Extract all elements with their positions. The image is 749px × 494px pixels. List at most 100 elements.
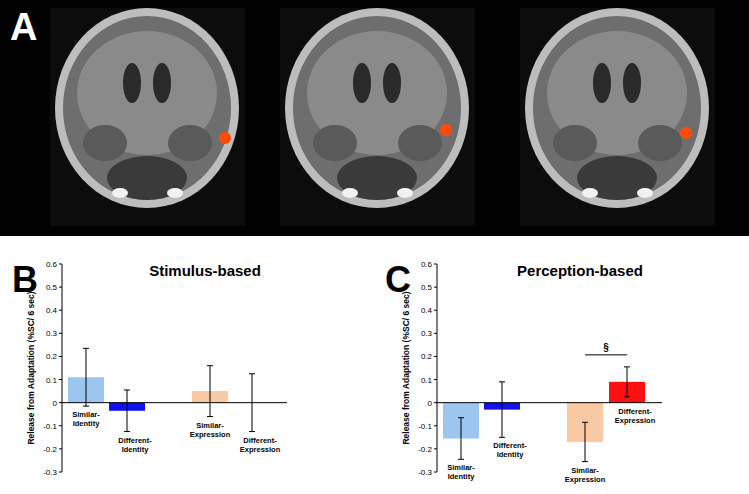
significance-bracket (585, 354, 627, 355)
category-label-line: Expression (190, 430, 231, 439)
y-tick (434, 402, 437, 403)
category-label: Different-Expression (240, 436, 281, 454)
zero-line (62, 402, 287, 403)
y-tick (434, 310, 437, 311)
category-label-line: Similar- (571, 466, 599, 475)
y-tick (59, 310, 62, 311)
y-tick (434, 287, 437, 288)
vessel (112, 188, 128, 198)
y-tick (434, 472, 437, 473)
temporal-lobe (313, 125, 357, 161)
figure: A BStimulus-basedRelease from Adaptation … (0, 0, 749, 494)
y-tick-label: 0.2 (421, 352, 433, 361)
y-tick-label: 0.5 (46, 283, 58, 292)
error-cap (83, 406, 89, 407)
error-line (502, 382, 503, 437)
category-label-line: Similar- (447, 463, 475, 472)
annotation: § (603, 342, 609, 353)
y-tick-label: -0.2 (43, 445, 57, 454)
chart: CPerception-basedRelease from Adaptation… (385, 259, 662, 484)
skull (285, 8, 469, 208)
vessel (582, 188, 598, 198)
y-axis (62, 264, 63, 472)
error-bar (624, 367, 630, 397)
temporal-lobe (168, 125, 212, 161)
mri-slice (280, 8, 475, 226)
category-label: Similar-Expression (190, 421, 231, 439)
zero-line (437, 402, 662, 403)
temporal-lobe (398, 125, 442, 161)
panel-a-background (0, 0, 749, 236)
y-axis (437, 264, 438, 472)
y-tick-label: 0.6 (46, 260, 58, 269)
mri-slice (50, 8, 245, 226)
temporal-lobe (638, 125, 682, 161)
error-bar (499, 382, 505, 437)
category-label-line: Expression (565, 475, 606, 484)
error-bar (458, 418, 464, 460)
category-label: Similar-Identity (447, 463, 475, 481)
ventricle (353, 63, 371, 103)
ventricle (623, 63, 641, 103)
category-label-line: Different- (118, 436, 152, 445)
y-tick-label: 0.5 (421, 283, 433, 292)
marks (443, 367, 645, 462)
y-tick-label: 0.1 (421, 376, 433, 385)
error-cap (624, 396, 630, 397)
category-label-line: Similar- (196, 421, 224, 430)
y-tick (434, 356, 437, 357)
marks (68, 348, 255, 431)
error-cap (582, 461, 588, 462)
y-tick (59, 333, 62, 334)
category-label: Similar-Expression (565, 466, 606, 484)
brainstem-region (337, 156, 417, 200)
y-tick-label: 0.3 (46, 329, 58, 338)
category-label: Different-Expression (615, 407, 656, 425)
error-cap (207, 365, 213, 366)
temporal-lobe (83, 125, 127, 161)
y-tick-label: 0.4 (46, 306, 58, 315)
error-line (585, 422, 586, 461)
y-tick (59, 264, 62, 265)
error-cap (124, 431, 130, 432)
category-label-line: Identity (122, 445, 149, 454)
y-tick-label: 0 (53, 399, 58, 408)
category-label-line: Expression (240, 445, 281, 454)
error-bar (83, 348, 89, 406)
y-tick-label: -0.1 (43, 422, 57, 431)
category-label-line: Expression (615, 416, 656, 425)
error-cap (624, 366, 630, 367)
skull (55, 8, 239, 208)
brainstem-region (577, 156, 657, 200)
y-tick (434, 264, 437, 265)
y-tick-label: -0.1 (418, 422, 432, 431)
error-cap (458, 459, 464, 460)
y-tick-label: 0.3 (421, 329, 433, 338)
panel-label: A (10, 6, 37, 48)
error-bar (124, 390, 130, 432)
error-line (86, 348, 87, 406)
category-label-line: Identity (448, 472, 475, 481)
vessel (637, 188, 653, 198)
brain (293, 16, 461, 200)
mri-background (520, 8, 715, 226)
category-label: Different-Identity (493, 441, 527, 459)
y-tick (434, 333, 437, 334)
chart-title: Stimulus-based (149, 262, 261, 279)
y-tick (59, 356, 62, 357)
error-cap (499, 437, 505, 438)
category-label-line: Identity (73, 419, 100, 428)
error-bar (582, 422, 588, 461)
activation-cluster (219, 132, 231, 144)
y-tick (434, 425, 437, 426)
error-cap (458, 417, 464, 418)
y-tick-label: 0.6 (421, 260, 433, 269)
category-label-line: Different- (618, 407, 652, 416)
y-tick (59, 425, 62, 426)
error-line (210, 366, 211, 417)
chart: BStimulus-basedRelease from Adaptation (… (12, 259, 287, 477)
category-label: Different-Identity (118, 436, 152, 454)
y-tick (434, 379, 437, 380)
error-line (127, 390, 128, 432)
category-label-line: Different- (243, 436, 277, 445)
